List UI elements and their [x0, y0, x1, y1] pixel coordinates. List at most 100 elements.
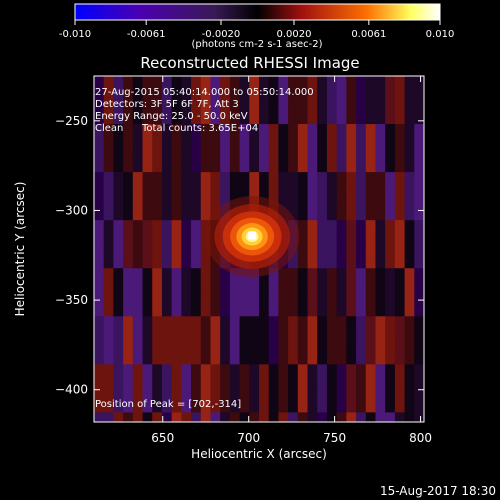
heatmap-cell [385, 239, 396, 250]
heatmap-cell [394, 200, 406, 212]
heatmap-cell [297, 229, 309, 240]
heatmap-cell [326, 162, 338, 173]
heatmap-cell [142, 354, 153, 365]
heatmap-cell [356, 85, 367, 96]
heatmap-cell [123, 210, 134, 221]
heatmap-cell [123, 373, 134, 385]
heatmap-cell [356, 383, 367, 394]
heatmap-cell [123, 316, 134, 327]
heatmap-cell [142, 249, 153, 260]
heatmap-cell [113, 412, 124, 422]
heatmap-cell [123, 76, 134, 87]
heatmap-cell [229, 287, 241, 298]
heatmap-cell [365, 412, 376, 422]
heatmap-cell [317, 306, 328, 317]
heatmap-cell [394, 143, 406, 154]
heatmap-cell [297, 143, 309, 154]
heatmap-cell [161, 200, 173, 212]
heatmap-cell [229, 373, 241, 385]
heatmap-cell [278, 143, 289, 154]
heatmap-cell [404, 104, 415, 115]
heatmap-cell [375, 354, 386, 365]
heatmap-cell [307, 229, 318, 240]
heatmap-cell [152, 325, 163, 336]
heatmap-cell [259, 191, 270, 202]
heatmap-cell [181, 373, 192, 385]
heatmap-cell [268, 364, 279, 375]
heatmap-cell [278, 354, 289, 365]
heatmap-cell [210, 364, 221, 375]
heatmap-cell [278, 297, 289, 308]
heatmap-cell [239, 297, 250, 308]
heatmap-cell [297, 210, 309, 221]
heatmap-cell [307, 345, 318, 356]
heatmap-cell [113, 220, 124, 231]
heatmap-cell [317, 373, 328, 385]
heatmap-cell [132, 316, 144, 327]
heatmap-cell [171, 249, 182, 260]
heatmap-cell [317, 393, 328, 404]
heatmap-cell [94, 143, 105, 154]
heatmap-cell [297, 200, 309, 212]
heatmap-cell [259, 95, 270, 106]
heatmap-cell [171, 277, 182, 288]
heatmap-cell [171, 191, 182, 202]
heatmap-cell [278, 316, 289, 327]
heatmap-cell [326, 316, 338, 327]
heatmap-cell [404, 162, 415, 173]
heatmap-cell [336, 383, 347, 394]
heatmap-cell [152, 239, 163, 250]
heatmap-cell [278, 104, 289, 115]
heatmap-cell [171, 229, 182, 240]
heatmap-cell [404, 325, 415, 336]
heatmap-cell [123, 239, 134, 250]
heatmap-cell [171, 172, 182, 183]
heatmap-cell [326, 258, 338, 269]
heatmap-cell [123, 124, 134, 135]
heatmap-cell [249, 306, 260, 317]
heatmap-cell [365, 124, 376, 135]
heatmap-cell [249, 162, 260, 173]
heatmap-cell [404, 133, 415, 144]
heatmap-cell [307, 162, 318, 173]
heatmap-cell [278, 364, 289, 375]
heatmap-cell [365, 335, 376, 346]
heatmap-cell [346, 306, 357, 317]
heatmap-cell [317, 268, 328, 279]
heatmap-cell [220, 354, 231, 365]
heatmap-cell [181, 76, 192, 87]
heatmap-cell [414, 152, 424, 163]
heatmap-cell [365, 229, 376, 240]
heatmap-cell [307, 181, 318, 192]
heatmap-cell [220, 104, 231, 115]
heatmap-cell [356, 364, 367, 375]
heatmap-cell [200, 364, 211, 375]
heatmap-cell [103, 229, 114, 240]
heatmap-cell [346, 249, 357, 260]
heatmap-cell [317, 181, 328, 192]
heatmap-cell [210, 133, 221, 144]
heatmap-cell [317, 162, 328, 173]
heatmap-cell [307, 393, 318, 404]
heatmap-cell [200, 373, 211, 385]
heatmap-cell [307, 152, 318, 163]
heatmap-cell [288, 104, 299, 115]
heatmap-cell [288, 191, 299, 202]
heatmap-cell [181, 124, 192, 135]
heatmap-cell [365, 345, 376, 356]
heatmap-cell [259, 316, 270, 327]
heatmap-cell [394, 306, 406, 317]
heatmap-cell [346, 210, 357, 221]
heatmap-cell [152, 345, 163, 356]
heatmap-cell [113, 402, 124, 413]
heatmap-cell [239, 412, 250, 422]
heatmap-cell [123, 143, 134, 154]
heatmap-cell [123, 104, 134, 115]
heatmap-cell [210, 258, 221, 269]
heatmap-cell [259, 172, 270, 183]
colorbar-tick-label: 0.0061 [351, 29, 386, 40]
heatmap-cell [239, 287, 250, 298]
heatmap-cell [123, 152, 134, 163]
heatmap-cell [307, 412, 318, 422]
heatmap-cell [220, 143, 231, 154]
